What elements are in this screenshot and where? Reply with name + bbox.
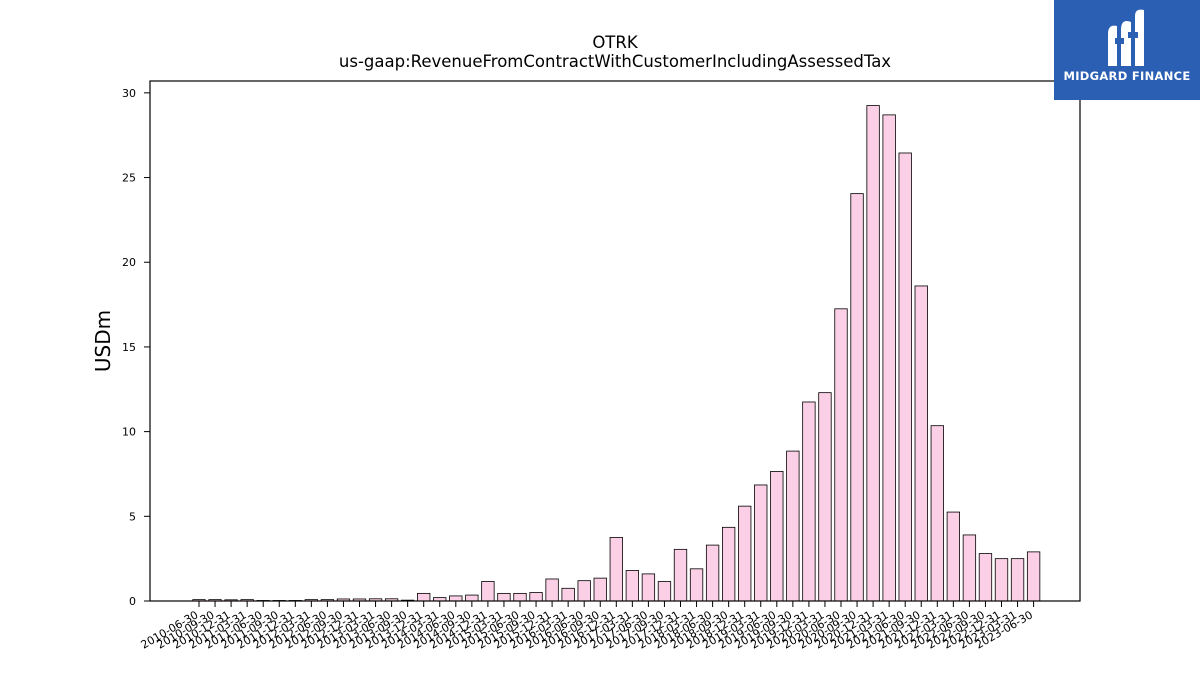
- bar-2022-09-30: [978, 553, 993, 602]
- bar-2022-12-31: [994, 558, 1009, 602]
- logo-mark-icon: [1108, 9, 1144, 67]
- y-tick-label: 30: [122, 87, 136, 100]
- bar-2016-12-31: [609, 537, 623, 602]
- chart-subtitle: us-gaap:RevenueFromContractWithCustomerI…: [338, 52, 892, 71]
- bar-2018-12-31: [738, 505, 752, 602]
- bar-2022-06-30: [962, 534, 977, 602]
- chart-title: OTRK: [592, 33, 638, 52]
- bar-2023-06-30: [1026, 551, 1041, 602]
- bar-2023-03-31: [1010, 558, 1025, 602]
- bar-2019-06-30: [770, 471, 784, 602]
- bar-2015-12-31: [545, 578, 559, 602]
- bar-2020-03-31: [818, 392, 832, 602]
- logo-text: MIDGARD FINANCE: [1063, 69, 1191, 83]
- bar-2019-03-31: [754, 484, 768, 602]
- bar-2017-09-30: [657, 581, 672, 602]
- bar-2014-12-31: [481, 581, 495, 602]
- x-axis: 2010-06-302010-09-302010-12-312011-03-31…: [139, 601, 1035, 652]
- bar-2019-09-30: [786, 450, 800, 602]
- bar-2019-12-31: [802, 401, 816, 602]
- brand-logo: MIDGARD FINANCE: [1054, 0, 1200, 100]
- bar-2015-03-31: [497, 592, 511, 602]
- bar-2018-06-30: [705, 544, 720, 602]
- bar-2016-09-30: [593, 577, 607, 602]
- bar-2015-09-30: [529, 592, 543, 602]
- bar-2016-03-31: [561, 587, 575, 602]
- bar-2014-09-30: [465, 594, 479, 602]
- bar-2020-12-31: [866, 105, 880, 602]
- plot-frame: [149, 80, 1081, 602]
- bar-2017-12-31: [673, 548, 688, 602]
- bar-2021-12-31: [930, 425, 944, 602]
- y-tick-label: 25: [122, 172, 136, 185]
- bar-2021-09-30: [914, 285, 928, 602]
- y-axis: 0 5 10 15 20 25 30: [122, 87, 150, 608]
- bar-2015-06-30: [513, 592, 527, 602]
- bar-2018-03-31: [689, 568, 704, 602]
- bar-2016-06-30: [577, 580, 591, 602]
- y-axis-label: USDm: [91, 310, 115, 372]
- y-tick-label: 0: [129, 595, 136, 608]
- bar-2022-03-31: [946, 511, 960, 602]
- bar-2021-06-30: [898, 152, 912, 602]
- bar-2018-09-30: [722, 526, 736, 602]
- bar-2021-03-31: [882, 114, 896, 602]
- bar-2017-03-31: [625, 570, 639, 602]
- bar-2017-06-30: [641, 573, 656, 602]
- bar-2020-06-30: [834, 308, 848, 602]
- y-tick-label: 15: [122, 341, 136, 354]
- y-tick-label: 10: [122, 426, 136, 439]
- bar-series: [192, 105, 1041, 602]
- bar-2014-06-30: [449, 595, 463, 602]
- y-tick-label: 5: [129, 510, 136, 523]
- bar-2020-09-30: [850, 193, 864, 602]
- bar-2013-12-31: [417, 592, 431, 602]
- y-tick-label: 20: [122, 256, 136, 269]
